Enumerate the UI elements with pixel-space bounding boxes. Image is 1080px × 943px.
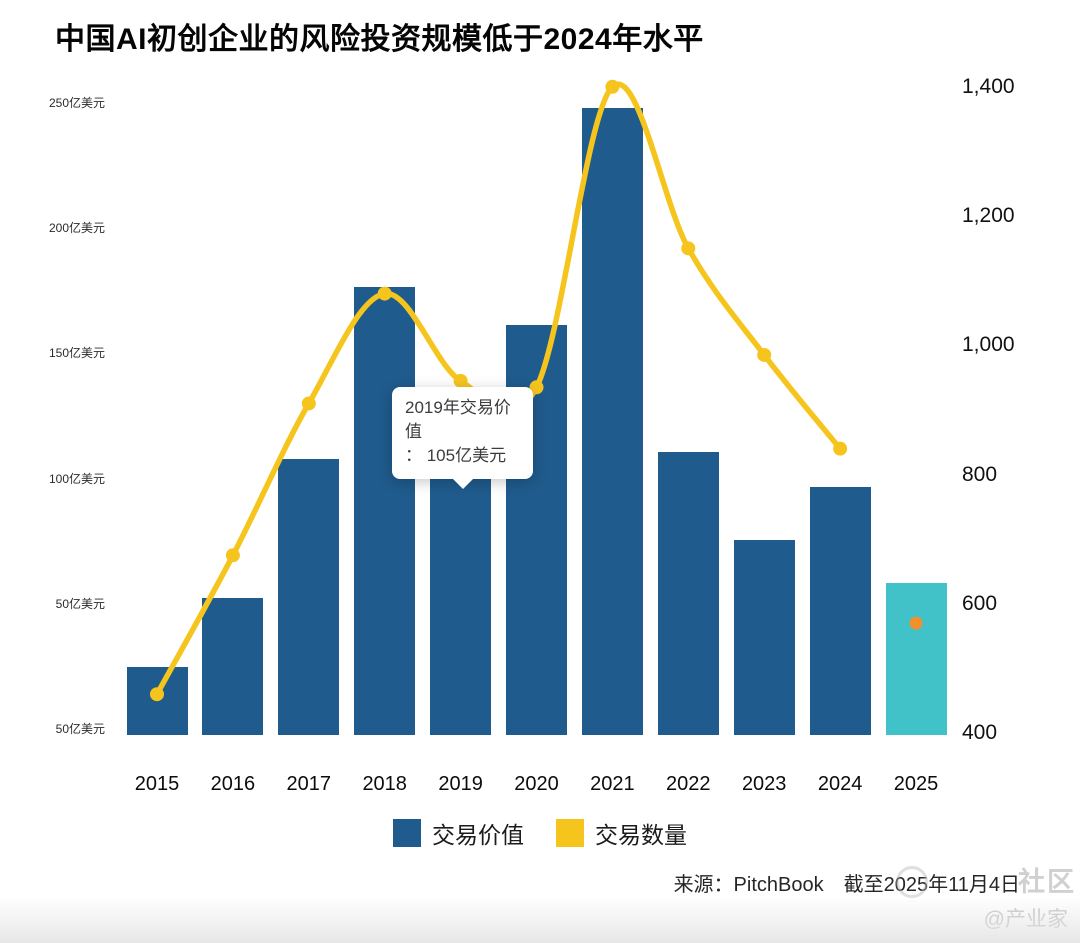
left-axis-tick-0: 250亿美元 (48, 96, 105, 110)
bottom-fade-gradient (0, 897, 1080, 943)
right-axis-tick-5: 400 (962, 721, 998, 744)
left-axis-tick-5: 50亿美元 (55, 722, 105, 736)
plot-area: 250亿美元 200亿美元 150亿美元 100亿美元 50亿美元 50亿美元 1,400… (48, 75, 1015, 795)
bar-2018[interactable] (354, 287, 416, 735)
left-axis-tick-4: 50亿美元 (55, 596, 105, 611)
deal-value-swatch-icon (393, 819, 421, 847)
x-axis-label-2018: 2018 (362, 773, 407, 795)
right-axis-tick-3: 800 (962, 462, 998, 486)
tooltip-line2: ： 105亿美元 (405, 446, 507, 466)
bar-2021[interactable] (581, 107, 643, 735)
legend-label-deal-value: 交易价值 (432, 822, 524, 848)
right-axis-tick-1: 1,200 (962, 204, 1015, 228)
x-axis-label-2017: 2017 (286, 773, 332, 795)
x-axis-label-2016: 2016 (210, 773, 256, 795)
tooltip-2019-deal-value: 2019年交易价值 ： 105亿美元 (392, 387, 533, 490)
deal-count-point-2019[interactable] (453, 373, 468, 388)
tooltip-line1: 2019年交易价值 (405, 398, 511, 442)
watermark-handle: @产业家 (983, 908, 1068, 931)
watermark-logo-icon (896, 866, 928, 898)
legend-item-deal-count: 交易数量 (556, 816, 687, 850)
bar-2025[interactable] (885, 583, 947, 735)
x-axis-label-2023: 2023 (741, 773, 787, 795)
bar-2022[interactable] (657, 451, 719, 735)
x-axis-label-2020: 2020 (514, 773, 559, 795)
deal-count-point-2023[interactable] (757, 347, 772, 362)
deal-count-point-2017[interactable] (301, 396, 316, 411)
bar-2015[interactable] (126, 666, 188, 735)
deal-count-point-2024[interactable] (833, 441, 848, 456)
legend-label-deal-count: 交易数量 (595, 822, 687, 848)
bar-2023[interactable] (733, 540, 795, 735)
chart-title: 中国AI初创企业的风险投资规模低于2024年水平 (55, 23, 704, 56)
deal-count-swatch-icon (556, 819, 584, 847)
right-axis-tick-4: 600 (962, 591, 998, 615)
legend-item-deal-value: 交易价值 (393, 816, 524, 850)
x-axis-label-2022: 2022 (666, 773, 711, 795)
legend: 交易价值 交易数量 (0, 816, 1080, 850)
deal-count-point-2021[interactable] (605, 79, 620, 94)
x-axis-label-2019: 2019 (438, 773, 483, 795)
bar-2017[interactable] (278, 459, 340, 735)
left-axis-tick-2: 150亿美元 (48, 346, 105, 361)
watermark-text: 社区 (1018, 867, 1076, 897)
left-axis-tick-3: 100亿美元 (48, 471, 105, 486)
x-axis-label-2024: 2024 (817, 773, 863, 795)
x-axis-label-2015: 2015 (134, 773, 180, 795)
bar-2024[interactable] (809, 487, 871, 735)
right-axis-tick-2: 1,000 (962, 333, 1015, 357)
deal-count-point-2022[interactable] (681, 241, 696, 256)
left-axis-tick-1: 200亿美元 (48, 221, 105, 236)
bar-2019[interactable] (430, 469, 492, 735)
x-axis-label-2025: 2025 (893, 773, 939, 795)
deal-count-point-2016[interactable] (225, 548, 240, 563)
bar-2016[interactable] (202, 598, 264, 735)
source-note: 来源：PitchBook 截至2025年11月4日 (673, 874, 1020, 896)
right-axis-tick-0: 1,400 (962, 75, 1015, 98)
x-axis-label-2021: 2021 (590, 773, 635, 795)
